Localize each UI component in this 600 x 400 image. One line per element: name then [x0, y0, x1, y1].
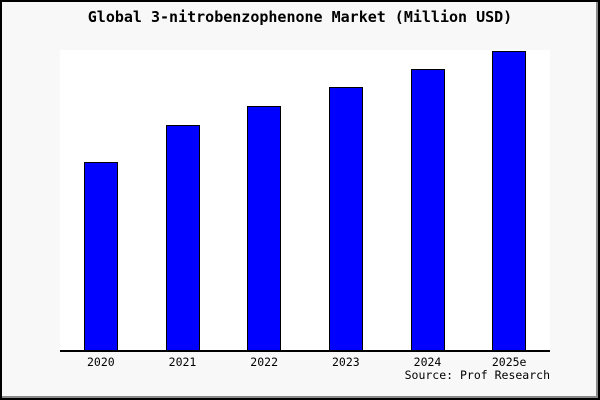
x-tick-label-2021: 2021 — [168, 355, 197, 369]
x-tick-label-2024: 2024 — [413, 355, 442, 369]
plot-area — [60, 50, 550, 352]
bar-2022 — [247, 106, 282, 350]
chart-title: Global 3-nitrobenzophenone Market (Milli… — [87, 8, 513, 26]
x-tick-label-2025e: 2025e — [491, 355, 527, 369]
x-tick-label-2022: 2022 — [250, 355, 279, 369]
x-tick-label-2020: 2020 — [86, 355, 115, 369]
x-axis-labels: 2020 2021 2022 2023 2024 2025e — [60, 355, 550, 369]
bar-2024 — [410, 69, 445, 350]
x-tick-label-2023: 2023 — [331, 355, 360, 369]
source-credit: Source: Prof Research — [404, 368, 550, 382]
bar-2021 — [165, 125, 200, 350]
bar-2023 — [328, 87, 363, 350]
bar-2020 — [83, 162, 118, 350]
bar-2025e — [492, 51, 527, 350]
